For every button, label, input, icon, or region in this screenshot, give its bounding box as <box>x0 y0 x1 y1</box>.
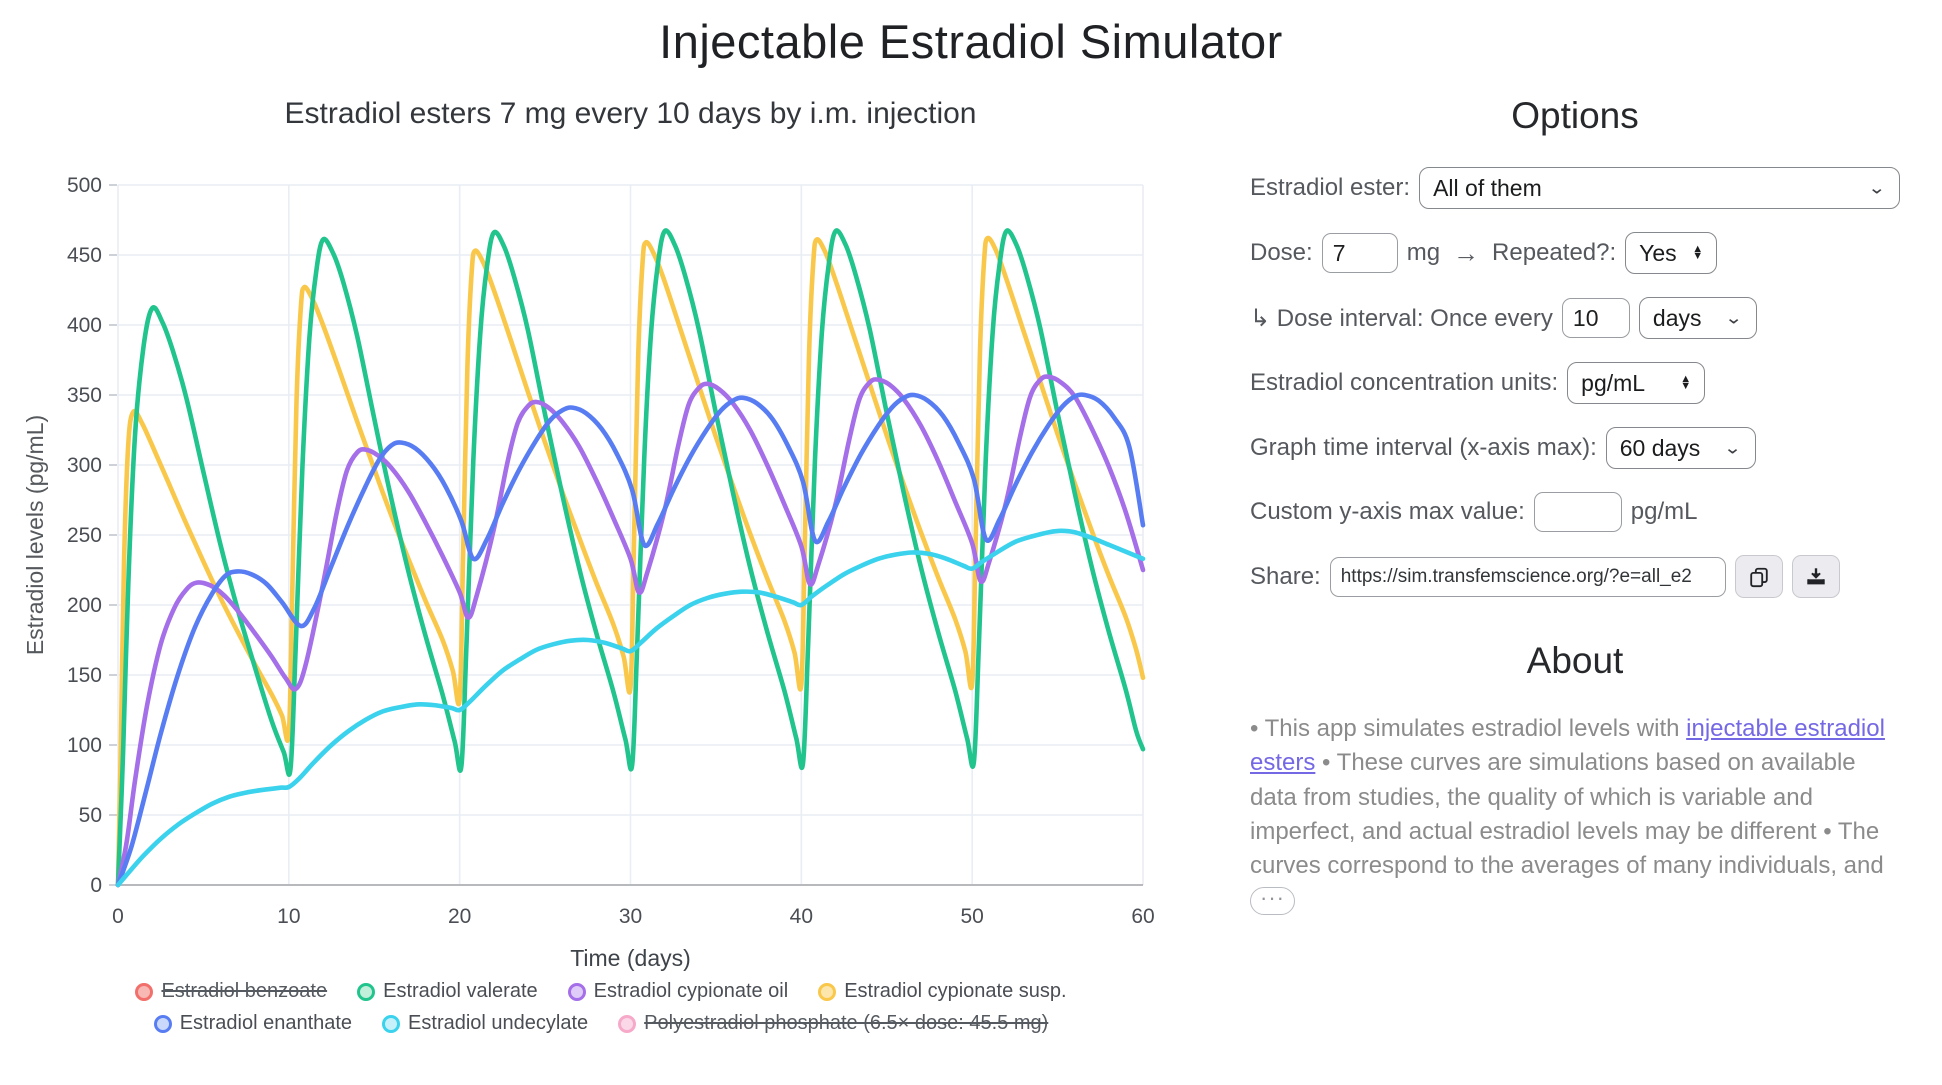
about-text-rest: • These curves are simulations based on … <box>1250 749 1884 880</box>
graph-interval-label: Graph time interval (x-axis max): <box>1250 434 1597 461</box>
svg-text:100: 100 <box>67 734 102 757</box>
expand-about-button[interactable]: ··· <box>1250 887 1295 916</box>
graph-interval-select[interactable]: 60 days ⌄ <box>1605 427 1756 469</box>
options-column: Options Estradiol ester: All of them ⌄ D… <box>1240 73 1942 1035</box>
main-layout: 0 50 100 150 200 250 300 350 400 450 500 0 10 20 30 40 5… <box>0 73 1942 1035</box>
legend-marker-circle <box>153 1014 172 1033</box>
page-title: Injectable Estradiol Simulator <box>659 15 1283 68</box>
units-label: Estradiol concentration units: <box>1250 369 1559 396</box>
dose-label: Dose: <box>1250 239 1313 266</box>
svg-text:200: 200 <box>67 594 102 617</box>
ester-select-value: All of them <box>1433 174 1542 201</box>
copy-icon <box>1750 567 1768 587</box>
legend-marker-circle <box>382 1014 401 1033</box>
svg-text:Estradiol esters 7 mg every 10: Estradiol esters 7 mg every 10 days by i… <box>285 97 977 130</box>
repeated-select-value: Yes <box>1639 239 1677 266</box>
svg-text:50: 50 <box>79 804 102 827</box>
svg-text:50: 50 <box>960 905 983 928</box>
chevron-down-icon: ⌄ <box>1723 437 1742 458</box>
units-select[interactable]: pg/mL ▲ ▼ <box>1567 362 1706 404</box>
chart-legend: Estradiol benzoate Estradiol valerate Estr… <box>16 980 1186 1035</box>
dose-interval-label: ↳ Dose interval: Once every <box>1250 304 1553 332</box>
legend-item[interactable]: Estradiol cypionate oil <box>567 980 789 1003</box>
dose-input[interactable] <box>1321 233 1398 273</box>
legend-item-label: Estradiol undecylate <box>408 1012 589 1034</box>
dose-interval-unit-value: days <box>1652 304 1702 331</box>
svg-text:40: 40 <box>790 905 813 928</box>
graph-interval-value: 60 days <box>1619 434 1701 461</box>
download-icon <box>1807 567 1825 584</box>
svg-text:Estradiol levels (pg/mL): Estradiol levels (pg/mL) <box>22 415 48 655</box>
dose-unit-label: mg <box>1406 239 1441 266</box>
stepper-arrows-icon: ▲ ▼ <box>1692 243 1704 262</box>
svg-text:0: 0 <box>90 874 102 897</box>
custom-y-row: Custom y-axis max value: pg/mL <box>1250 492 1900 532</box>
ester-label: Estradiol ester: <box>1250 174 1411 201</box>
custom-y-input[interactable] <box>1533 492 1622 532</box>
legend-item[interactable]: Estradiol cypionate susp. <box>818 980 1067 1003</box>
units-row: Estradiol concentration units: pg/mL ▲ ▼ <box>1250 362 1900 404</box>
legend-item[interactable]: Estradiol valerate <box>357 980 538 1003</box>
share-label: Share: <box>1250 562 1321 590</box>
legend-item-label: Estradiol cypionate oil <box>593 980 789 1002</box>
svg-text:60: 60 <box>1131 905 1154 928</box>
legend-item-label: Estradiol cypionate susp. <box>844 980 1067 1002</box>
custom-y-label: Custom y-axis max value: <box>1250 498 1525 525</box>
svg-text:500: 500 <box>67 174 102 197</box>
chart-legend-row: Estradiol enanthate Estradiol undecylate P… <box>153 1012 1048 1035</box>
svg-text:10: 10 <box>277 905 300 928</box>
svg-text:150: 150 <box>67 664 102 687</box>
custom-y-unit-label: pg/mL <box>1630 498 1698 525</box>
estradiol-levels-chart: 0 50 100 150 200 250 300 350 400 450 500 0 10 20 30 40 5… <box>22 97 1155 971</box>
legend-marker-circle <box>135 982 154 1001</box>
chart-column: 0 50 100 150 200 250 300 350 400 450 500 0 10 20 30 40 5… <box>0 73 1240 1035</box>
chevron-down-icon: ⌄ <box>1724 307 1743 328</box>
repeated-label: Repeated?: <box>1492 239 1617 266</box>
repeated-select[interactable]: Yes ▲ ▼ <box>1625 232 1718 274</box>
legend-marker-circle <box>357 982 376 1001</box>
legend-item-label: Estradiol benzoate <box>161 980 328 1002</box>
about-text-intro: • This app simulates estradiol levels wi… <box>1250 715 1687 742</box>
right-arrow-icon: → <box>1453 237 1480 268</box>
about-paragraph: • This app simulates estradiol levels wi… <box>1250 712 1898 918</box>
svg-text:450: 450 <box>67 244 102 267</box>
svg-text:350: 350 <box>67 384 102 407</box>
chevron-down-icon: ⌄ <box>1867 177 1886 198</box>
ester-select[interactable]: All of them ⌄ <box>1419 167 1900 209</box>
svg-text:300: 300 <box>67 454 102 477</box>
share-url-input[interactable] <box>1329 556 1726 597</box>
stepper-arrows-icon: ▲ ▼ <box>1680 373 1692 392</box>
svg-text:400: 400 <box>67 314 102 337</box>
legend-item-label: Estradiol valerate <box>383 980 538 1002</box>
dose-interval-unit-select[interactable]: days ⌄ <box>1638 297 1757 339</box>
dose-row: Dose: mg → Repeated?: Yes ▲▼ <box>1250 232 1900 274</box>
legend-item[interactable]: Estradiol undecylate <box>382 1012 588 1035</box>
dose-interval-input[interactable] <box>1561 298 1630 338</box>
chart-legend-row: Estradiol benzoate Estradiol valerate Estr… <box>135 980 1067 1003</box>
copy-link-button[interactable] <box>1734 555 1783 598</box>
about-heading: About <box>1526 640 1624 681</box>
units-select-value: pg/mL <box>1581 369 1646 396</box>
legend-marker-circle <box>618 1014 637 1033</box>
legend-item[interactable]: Polyestradiol phosphate (6.5× dose: 45.5… <box>618 1012 1048 1035</box>
svg-text:Time (days): Time (days) <box>570 945 691 971</box>
options-heading: Options <box>1511 95 1639 136</box>
legend-marker-circle <box>567 982 586 1001</box>
share-row: Share: <box>1250 555 1900 598</box>
legend-marker-circle <box>818 982 837 1001</box>
svg-text:250: 250 <box>67 524 102 547</box>
download-button[interactable] <box>1791 555 1840 598</box>
legend-item[interactable]: Estradiol benzoate <box>135 980 327 1003</box>
dose-interval-row: ↳ Dose interval: Once every days ⌄ <box>1250 297 1900 339</box>
svg-text:0: 0 <box>112 905 124 928</box>
ester-row: Estradiol ester: All of them ⌄ <box>1250 167 1900 209</box>
legend-item[interactable]: Estradiol enanthate <box>153 1012 353 1035</box>
legend-item-label: Estradiol enanthate <box>179 1012 353 1034</box>
svg-text:30: 30 <box>619 905 642 928</box>
injectable-esters-link[interactable]: injectable estradiol esters <box>1250 715 1885 777</box>
legend-item-label: Polyestradiol phosphate (6.5× dose: 45.5… <box>644 1012 1049 1034</box>
svg-text:20: 20 <box>448 905 471 928</box>
graph-interval-row: Graph time interval (x-axis max): 60 day… <box>1250 427 1900 469</box>
